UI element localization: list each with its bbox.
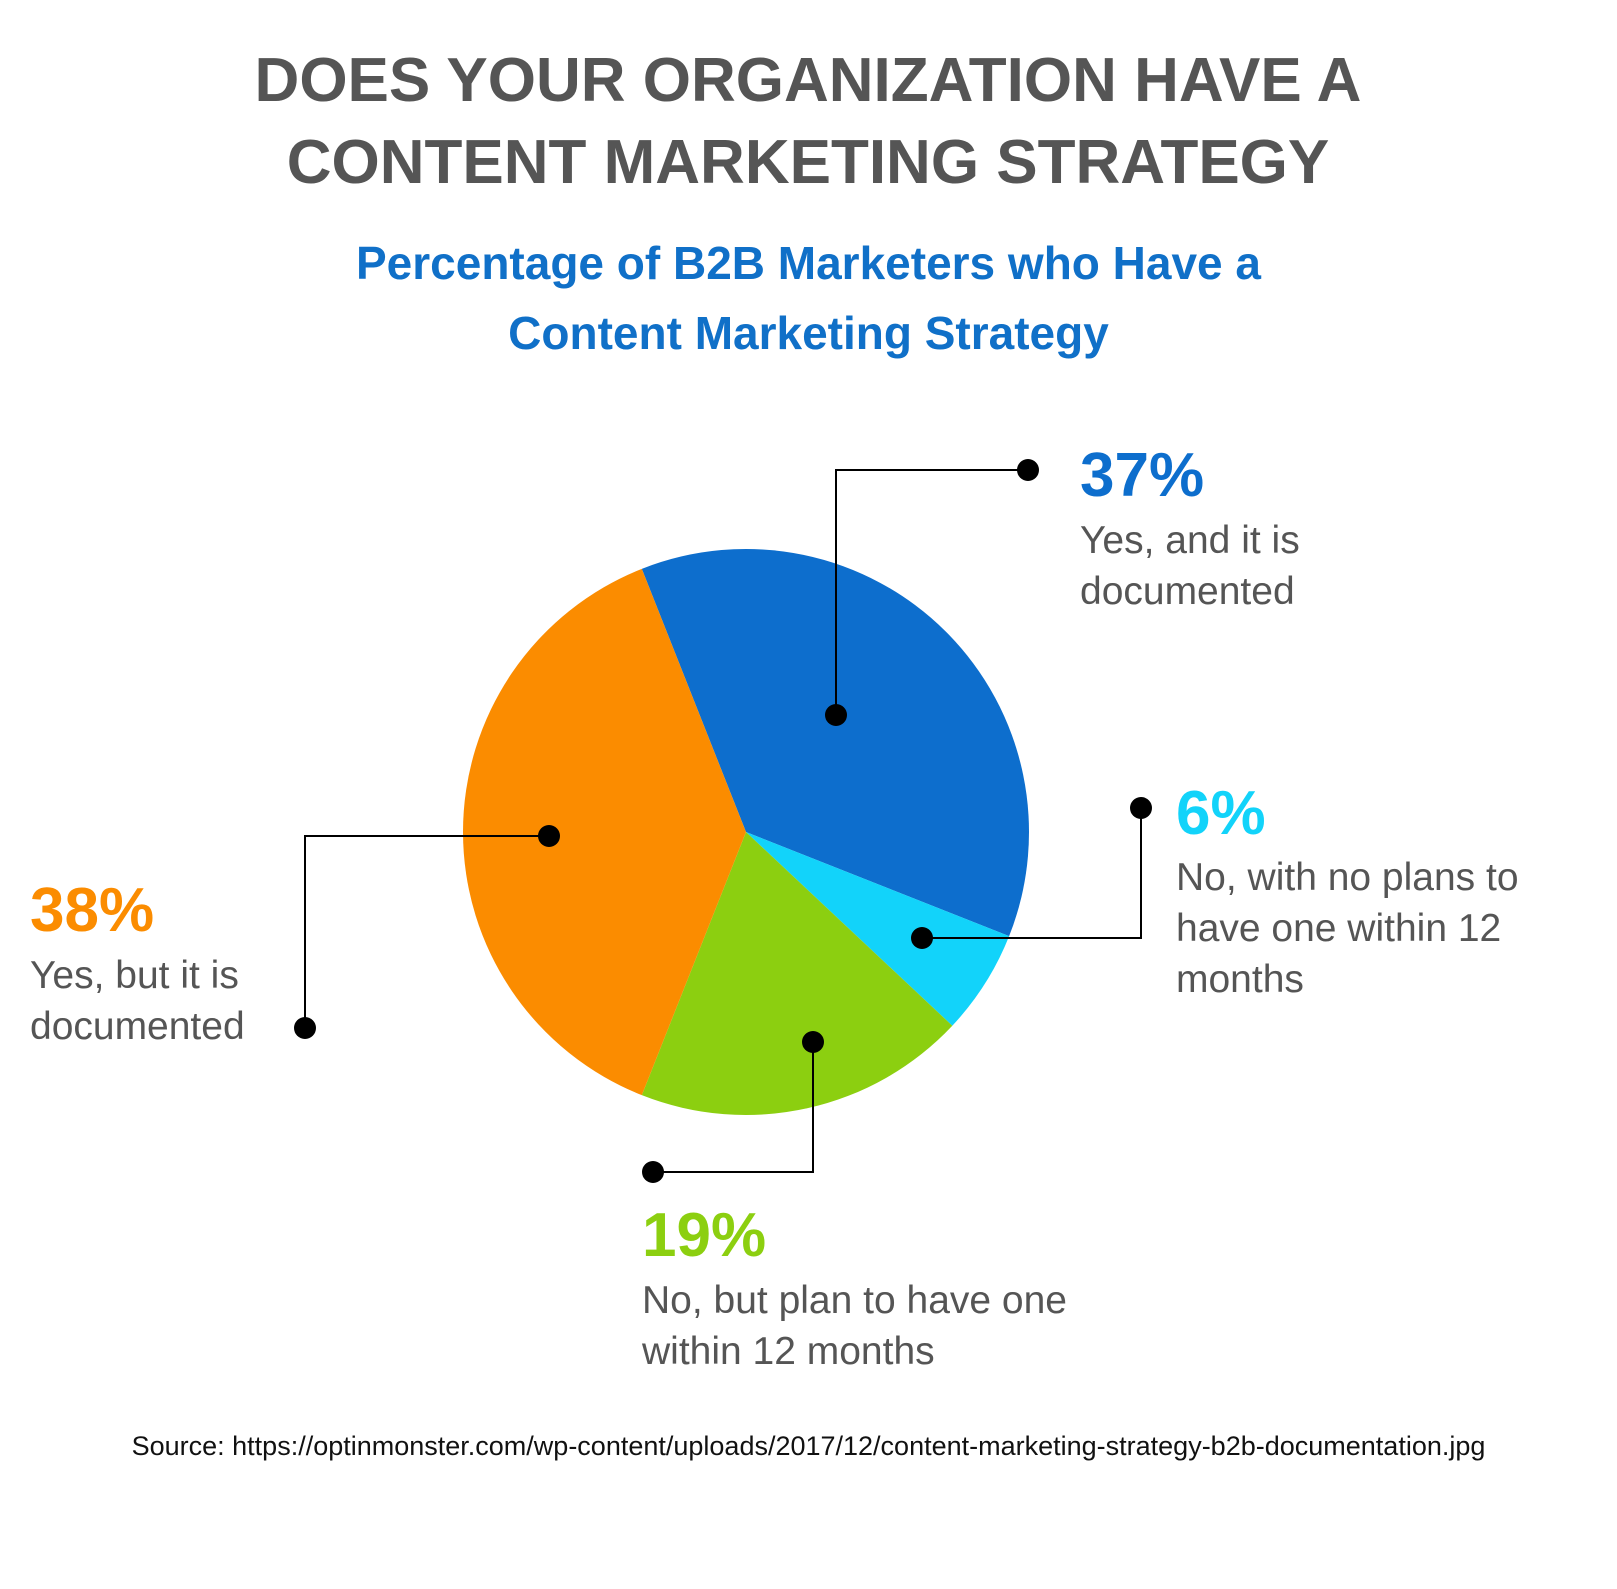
leader-dot: [825, 704, 847, 726]
leader-dot: [642, 1161, 664, 1183]
pie-slice: [641, 832, 953, 1115]
chart-subtitle: Percentage of B2B Marketers who Have a C…: [355, 237, 1262, 359]
value-label: 6%: [1176, 779, 1266, 848]
leader-dot: [802, 1031, 824, 1053]
pie-slice: [463, 568, 746, 1096]
leader-line: [922, 808, 1142, 939]
leader-line: [653, 1042, 814, 1173]
source-note: Source: https://optinmonster.com/wp-cont…: [131, 1431, 1486, 1461]
leader-line: [835, 469, 1028, 715]
chart-title: DOES YOUR ORGANIZATION HAVE A CONTENT MA…: [254, 46, 1362, 197]
category-label: Yes, but it is documented: [30, 954, 245, 1048]
leader-dot: [1130, 797, 1152, 819]
leader-line: [304, 835, 549, 1028]
leader-dot: [1017, 459, 1039, 481]
category-label: No, with no plans to have one within 12 …: [1176, 856, 1519, 1001]
value-label: 37%: [1080, 441, 1205, 510]
pie-slice: [746, 832, 1010, 1026]
leader-dot: [911, 927, 933, 949]
category-label: No, but plan to have one within 12 month…: [642, 1279, 1067, 1373]
leader-dot: [538, 825, 560, 847]
category-label: Yes, and it is documented: [1080, 519, 1300, 613]
leader-dot: [294, 1017, 316, 1039]
value-label: 19%: [642, 1201, 767, 1270]
value-label: 38%: [30, 876, 155, 945]
pie-slice: [641, 548, 1030, 937]
